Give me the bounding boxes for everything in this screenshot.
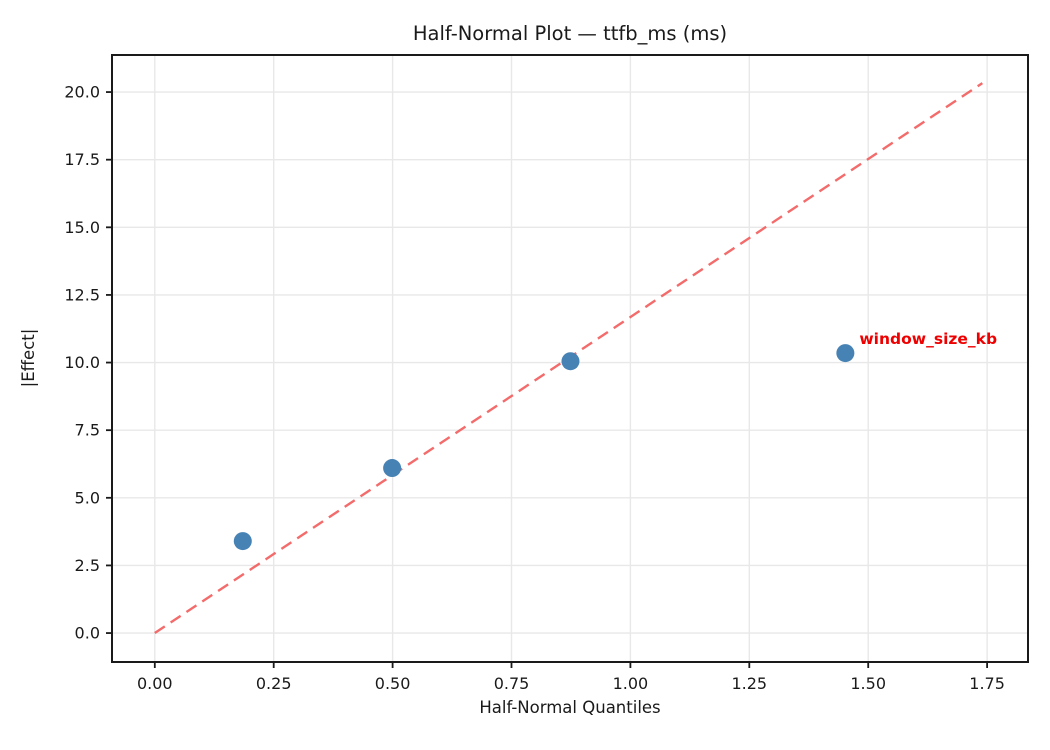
y-tick-label: 15.0	[64, 218, 100, 237]
scatter-point	[561, 352, 580, 371]
scatter-point	[383, 459, 402, 478]
x-tick-label: 1.25	[731, 674, 767, 693]
x-tick-label: 0.50	[375, 674, 411, 693]
x-tick-label: 1.75	[969, 674, 1005, 693]
y-tick-label: 7.5	[75, 421, 100, 440]
y-tick-label: 10.0	[64, 353, 100, 372]
y-tick-label: 2.5	[75, 556, 100, 575]
y-tick-label: 20.0	[64, 83, 100, 102]
x-tick-label: 0.00	[137, 674, 173, 693]
y-axis-label: |Effect|	[19, 329, 38, 388]
x-tick-label: 1.50	[850, 674, 886, 693]
chart-title: Half-Normal Plot — ttfb_ms (ms)	[413, 22, 727, 45]
scatter-point	[233, 532, 252, 551]
y-tick-label: 12.5	[64, 285, 100, 304]
x-axis-label: Half-Normal Quantiles	[479, 698, 660, 717]
y-tick-label: 5.0	[75, 488, 100, 507]
scatter-point	[836, 344, 855, 363]
x-tick-label: 0.75	[494, 674, 530, 693]
axes-frame	[111, 54, 1029, 663]
x-tick-label: 1.00	[613, 674, 649, 693]
x-tick-label: 0.25	[256, 674, 292, 693]
y-tick-label: 17.5	[64, 150, 100, 169]
point-annotation: window_size_kb	[859, 330, 997, 348]
y-tick-label: 0.0	[75, 624, 100, 643]
